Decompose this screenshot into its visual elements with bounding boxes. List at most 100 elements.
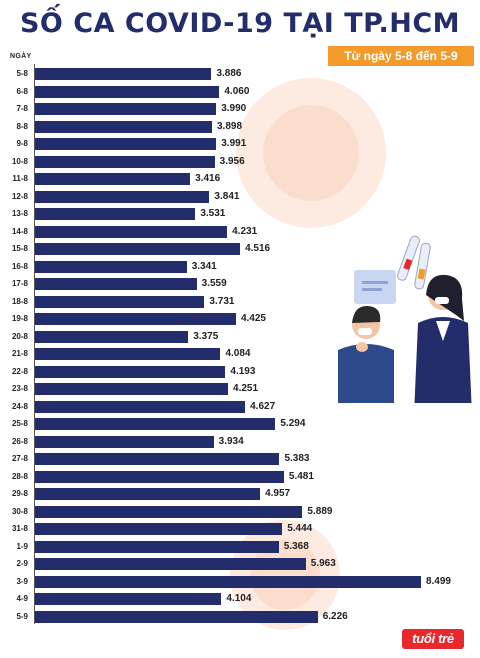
chart-title: SỐ CA COVID-19 TẠI TP.HCM [19,8,461,39]
category-tick-label: 19-8 [11,314,28,323]
bar [35,348,221,360]
category-tick-label: 25-8 [11,419,28,428]
bar-value-label: 3.531 [200,208,226,219]
bar-value-label: 6.226 [322,610,348,622]
bar-row: 28-8 5.481 [0,469,480,486]
category-tick-label: 2-9 [16,559,28,568]
document-icon [354,270,396,304]
bar-value-label: 5.444 [287,523,313,534]
bar-row: 3-9 8.499 [0,574,480,591]
bar-row: 6-8 4.060 [0,84,480,101]
bar [35,103,217,115]
category-tick-label: 28-8 [11,471,28,481]
bar-value-label: 5.368 [283,540,309,552]
bar [35,453,280,465]
bar [35,470,284,483]
category-tick-label: 5-9 [16,611,28,621]
bar-row: 12-8 3.841 [0,189,480,206]
bar [35,85,220,98]
bar [35,523,283,535]
bar-value-label: 5.963 [310,558,336,569]
bar-row: 22-8 4.193 [0,364,480,381]
bar-value-label: 3.898 [217,120,243,132]
bar-value-label: 5.383 [284,453,310,464]
bar-value-label: 4.516 [245,243,271,254]
category-tick-label: 1-9 [16,541,28,551]
bar-row: 4-9 4.104 [0,591,480,608]
bar-row: 19-8 4.425 [0,311,480,328]
category-tick-label: 17-8 [11,279,28,288]
bar-value-label: 3.841 [214,190,240,202]
bar-value-label: 3.956 [219,155,245,167]
bar-row: 10-8 3.956 [0,154,480,171]
bar-row: 31-8 5.444 [0,521,480,538]
bar [35,138,217,150]
bar [35,295,205,308]
bar-row: 7-8 3.990 [0,101,480,118]
bar-row: 18-8 3.731 [0,294,480,311]
bar-row: 8-8 3.898 [0,119,480,136]
bar-row: 2-9 5.963 [0,556,480,573]
bar-row: 21-8 4.084 [0,346,480,363]
bar [35,365,226,378]
bar [35,488,261,500]
category-tick-label: 29-8 [11,489,28,498]
bar-row: 17-8 3.559 [0,276,480,293]
bar-value-label: 3.416 [195,173,221,184]
bar-row: 23-8 4.251 [0,381,480,398]
bar-value-label: 4.231 [232,225,258,237]
bar [35,610,318,623]
bar [35,575,421,588]
bar-row: 5-9 6.226 [0,609,480,626]
bar-row: 5-8 3.886 [0,66,480,83]
category-tick-label: 11-8 [12,174,28,183]
category-tick-label: 14-8 [11,226,28,236]
bar-value-label: 3.990 [221,103,247,114]
tuoi-tre-logo: tuổi trẻ [402,629,464,649]
bar-value-label: 4.957 [265,488,291,499]
bar-value-label: 3.375 [193,330,219,342]
bar-value-label: 3.991 [221,138,247,149]
bar-row: 30-8 5.889 [0,504,480,521]
bar-value-label: 4.193 [230,365,256,377]
category-tick-label: 15-8 [11,244,28,253]
category-tick-label: 27-8 [11,454,28,463]
bar-value-label: 3.559 [201,278,227,289]
category-tick-label: 4-9 [16,594,28,603]
bar-row: 26-8 3.934 [0,434,480,451]
bar [35,173,191,185]
bar-value-label: 3.341 [191,260,217,272]
bar-value-label: 3.934 [218,435,244,447]
category-tick-label: 16-8 [11,261,28,271]
bar-value-label: 3.886 [216,68,242,79]
category-tick-label: 24-8 [11,401,28,411]
category-tick-label: 22-8 [11,366,28,376]
category-tick-label: 7-8 [16,104,28,113]
bar-value-label: 3.731 [209,295,235,307]
bar-row: 24-8 4.627 [0,399,480,416]
category-tick-label: 9-8 [16,139,28,148]
man-figure-icon [338,305,394,415]
category-tick-label: 5-8 [16,69,28,78]
bar [35,190,210,203]
category-tick-label: 20-8 [11,331,28,341]
category-tick-label: 8-8 [16,121,28,131]
bar-value-label: 4.425 [240,313,266,324]
bar [35,260,187,273]
woman-figure-icon [414,274,472,415]
bar-row: 9-8 3.991 [0,136,480,153]
bar-row: 20-8 3.375 [0,329,480,346]
bar [35,558,306,570]
category-tick-label: 31-8 [11,524,28,533]
bar [35,505,303,518]
bar [35,383,229,395]
bar-value-label: 4.104 [226,593,252,604]
virus-decoration-icon [236,78,386,228]
bar-row: 15-8 4.516 [0,241,480,258]
bar-row: 25-8 5.294 [0,416,480,433]
bar [35,68,212,80]
category-tick-label: 30-8 [11,506,28,516]
bar-row: 16-8 3.341 [0,259,480,276]
bar-row: 14-8 4.231 [0,224,480,241]
category-tick-label: 26-8 [11,436,28,446]
